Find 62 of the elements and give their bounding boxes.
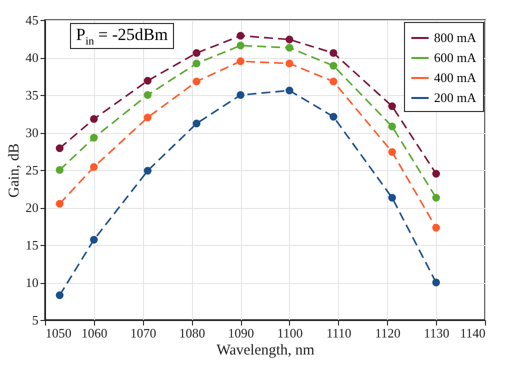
point <box>56 166 64 174</box>
point <box>236 42 244 50</box>
legend-label: 600 mA <box>434 50 477 65</box>
x-tick-label: 1140 <box>460 326 486 340</box>
y-axis-title: Gain, dB <box>6 143 22 198</box>
annotation: P$_{in}$ = -25dBm <box>70 23 174 50</box>
point <box>388 122 396 130</box>
point <box>90 163 98 171</box>
point <box>144 91 152 99</box>
point <box>56 291 64 300</box>
y-tick-label: 35 <box>26 88 38 102</box>
x-tick-label: 1070 <box>130 326 156 340</box>
point <box>90 134 98 142</box>
point <box>330 62 338 70</box>
point <box>236 32 244 40</box>
point <box>90 236 98 244</box>
point <box>236 91 244 99</box>
y-tick-label: 40 <box>26 50 38 65</box>
point <box>286 36 294 44</box>
point <box>192 120 200 128</box>
y-tick-label: 5 <box>32 312 38 328</box>
point <box>330 49 338 57</box>
x-tick-label: 1060 <box>81 326 108 340</box>
point <box>432 170 440 178</box>
y-tick-label: 25 <box>26 162 38 178</box>
point <box>330 112 338 121</box>
legend-label: 400 mA <box>434 70 477 85</box>
point <box>330 78 338 86</box>
point <box>56 144 64 152</box>
point <box>432 194 440 202</box>
point <box>192 49 200 57</box>
point <box>144 114 152 122</box>
point <box>388 148 396 156</box>
y-tick-label: 15 <box>26 238 38 252</box>
point <box>286 44 294 52</box>
y-tick-label: 10 <box>26 275 38 290</box>
point <box>388 194 396 202</box>
legend-label: 200 mA <box>434 90 477 105</box>
y-tick-label: 20 <box>26 200 38 215</box>
point <box>192 78 200 86</box>
y-tick-label: 30 <box>26 125 38 140</box>
x-tick-label: 1110 <box>326 326 352 340</box>
x-tick-label: 1050 <box>46 326 72 340</box>
point <box>286 86 294 94</box>
x-tick-label: 1090 <box>228 326 254 340</box>
x-axis-title: Wavelength, nm <box>216 342 315 358</box>
x-tick-label: 1120 <box>374 326 400 340</box>
point <box>388 102 396 110</box>
point <box>236 57 244 66</box>
point <box>144 76 152 85</box>
y-tick-label: 45 <box>26 12 38 28</box>
point <box>56 200 64 208</box>
point <box>192 60 200 68</box>
point <box>432 278 440 286</box>
x-tick-label: 1100 <box>277 326 303 340</box>
point <box>144 166 152 175</box>
point <box>90 115 98 123</box>
legend-label: 800 mA <box>434 30 477 45</box>
x-tick-label: 1130 <box>424 326 450 340</box>
point <box>286 60 294 68</box>
x-tick-label: 1080 <box>179 326 206 340</box>
point <box>432 224 440 232</box>
